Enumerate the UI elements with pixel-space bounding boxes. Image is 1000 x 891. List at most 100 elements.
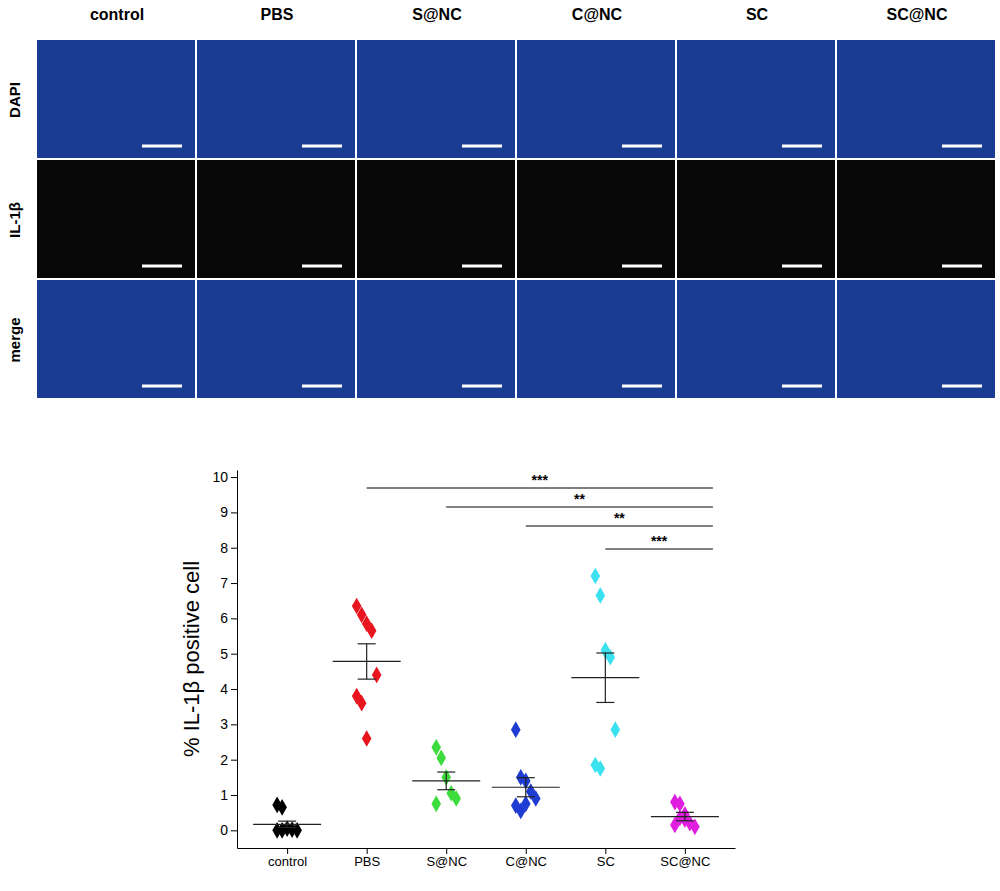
micrograph-panel: controlPBSS@NCC@NCSCSC@NCDAPIIL-1βmerge [6,6,995,398]
data-point [362,730,372,747]
error-bar-stem [605,653,606,702]
y-tick-label: 10 [212,469,228,485]
x-tick: S@NC [426,848,467,869]
y-tick-mark [231,512,237,513]
scale-bar [622,385,662,388]
scale-bar [782,385,822,388]
error-bar [278,821,296,827]
micrograph [837,160,995,278]
x-tick-label: S@NC [426,854,467,869]
error-bar-cap [278,827,296,828]
error-bar-cap [358,679,376,680]
micrograph [37,40,195,158]
y-tick-mark [231,830,237,831]
scale-bar [782,145,822,148]
error-bar-cap [676,812,694,813]
scale-bar [462,145,502,148]
y-tick: 3 [220,716,237,732]
micrograph [517,280,675,398]
error-bar-cap [358,643,376,644]
error-bar-cap [517,796,535,797]
x-tick-label: control [268,854,307,869]
micrograph [357,280,515,398]
y-tick-mark [231,654,237,655]
micrograph [837,280,995,398]
x-tick-label: SC [597,854,615,869]
scale-bar [462,385,502,388]
y-tick: 1 [220,787,237,803]
y-tick: 7 [220,575,237,591]
error-bar [596,653,614,702]
y-tick-mark [231,477,237,478]
y-tick-label: 4 [220,681,228,697]
micrograph [677,160,835,278]
data-point [511,721,521,738]
x-tick: SC@NC [660,848,710,869]
x-tick-mark [605,848,606,854]
x-tick-mark [526,848,527,854]
x-tick-label: SC@NC [660,854,710,869]
column-label: control [90,6,144,23]
row-label: merge [6,317,23,362]
data-point [596,760,606,777]
data-point [436,750,446,767]
significance-label: ** [614,510,625,526]
scale-bar [462,265,502,268]
error-bar-cap [596,702,614,703]
data-point [606,649,616,666]
micrograph [37,160,195,278]
micrograph [517,160,675,278]
data-point [680,811,690,828]
error-bar [358,644,376,679]
micrograph [197,280,355,398]
error-bar-stem [446,772,447,790]
y-tick: 9 [220,504,237,520]
x-tick: PBS [354,848,380,869]
scale-bar [142,265,182,268]
x-tick-label: C@NC [506,854,547,869]
y-axis: 0 1 2 3 4 5 6 7 8 9 10 [212,469,237,848]
y-tick-mark [231,548,237,549]
error-bar-cap [437,771,455,772]
column-label: C@NC [572,6,623,23]
micrograph [197,160,355,278]
plot-area [253,568,719,839]
error-bar-stem [366,644,367,679]
y-tick: 6 [220,610,237,626]
y-tick-mark [231,583,237,584]
data-point [277,799,287,816]
data-point [611,721,621,738]
y-tick-label: 0 [220,822,228,838]
y-tick-mark [231,795,237,796]
scale-bar [142,145,182,148]
error-bar-cap [278,821,296,822]
y-tick: 5 [220,646,237,662]
y-tick-label: 6 [220,610,228,626]
x-tick: C@NC [506,848,547,869]
micrograph [197,40,355,158]
scale-bar [302,265,342,268]
error-bar-cap [596,652,614,653]
micrograph [677,280,835,398]
y-axis-title: % IL-1β positive cell [179,561,204,757]
error-bar [676,812,694,820]
data-point [357,695,367,712]
y-tick-label: 8 [220,540,228,556]
column-label: S@NC [412,6,462,23]
scale-bar [302,145,342,148]
error-bar-stem [525,778,526,797]
significance-label: *** [532,472,549,488]
y-axis-line [237,471,238,849]
significance-label: ** [574,491,585,507]
x-axis-line [238,848,736,849]
scale-bar [622,145,662,148]
x-tick-mark [287,848,288,854]
column-label: PBS [261,6,294,23]
scale-bar [942,385,982,388]
data-point [531,790,541,807]
micrograph [837,40,995,158]
data-point [431,796,441,813]
y-tick-label: 2 [220,752,228,768]
scale-bar [782,265,822,268]
x-tick: SC [597,848,615,869]
